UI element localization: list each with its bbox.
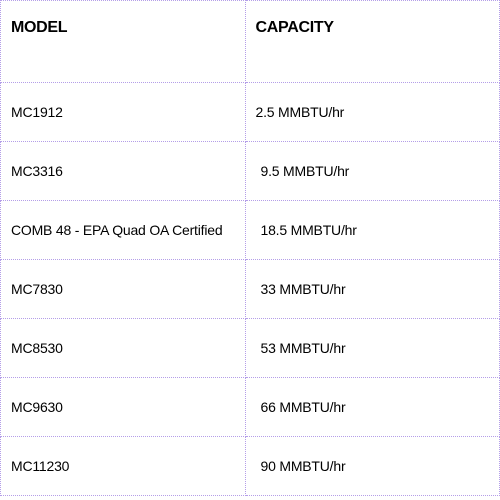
table-row: MC11230 90 MMBTU/hr bbox=[1, 437, 500, 496]
cell-model: MC1912 bbox=[1, 83, 246, 142]
cell-capacity: 66 MMBTU/hr bbox=[245, 378, 500, 437]
cell-capacity: 90 MMBTU/hr bbox=[245, 437, 500, 496]
table-row: COMB 48 - EPA Quad OA Certified 18.5 MMB… bbox=[1, 201, 500, 260]
column-header-model: MODEL bbox=[1, 1, 246, 83]
cell-capacity: 2.5 MMBTU/hr bbox=[245, 83, 500, 142]
table-header-row: MODEL CAPACITY bbox=[1, 1, 500, 83]
cell-model: MC3316 bbox=[1, 142, 246, 201]
column-header-capacity: CAPACITY bbox=[245, 1, 500, 83]
table-row: MC8530 53 MMBTU/hr bbox=[1, 319, 500, 378]
table-row: MC1912 2.5 MMBTU/hr bbox=[1, 83, 500, 142]
capacity-table-container: MODEL CAPACITY MC1912 2.5 MMBTU/hr MC331… bbox=[0, 0, 500, 496]
cell-model: MC11230 bbox=[1, 437, 246, 496]
cell-model: MC7830 bbox=[1, 260, 246, 319]
table-row: MC9630 66 MMBTU/hr bbox=[1, 378, 500, 437]
table-row: MC3316 9.5 MMBTU/hr bbox=[1, 142, 500, 201]
cell-model: MC9630 bbox=[1, 378, 246, 437]
capacity-table: MODEL CAPACITY MC1912 2.5 MMBTU/hr MC331… bbox=[0, 0, 500, 496]
table-row: MC7830 33 MMBTU/hr bbox=[1, 260, 500, 319]
cell-capacity: 33 MMBTU/hr bbox=[245, 260, 500, 319]
cell-model: MC8530 bbox=[1, 319, 246, 378]
cell-capacity: 53 MMBTU/hr bbox=[245, 319, 500, 378]
cell-capacity: 9.5 MMBTU/hr bbox=[245, 142, 500, 201]
cell-capacity: 18.5 MMBTU/hr bbox=[245, 201, 500, 260]
cell-model: COMB 48 - EPA Quad OA Certified bbox=[1, 201, 246, 260]
